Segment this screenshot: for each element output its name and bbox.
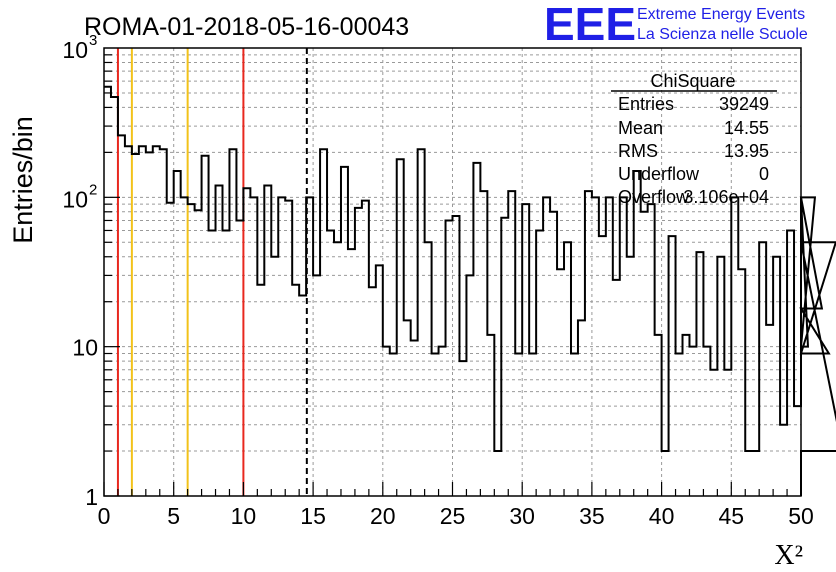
x-tick-label: 50 bbox=[788, 503, 814, 529]
stats-box: ChiSquare Entries 39249 Mean 14.55 RMS 1… bbox=[611, 71, 777, 207]
y-tick-label: 10 bbox=[62, 37, 88, 63]
y-tick-label: 1 bbox=[85, 484, 98, 510]
stats-value-underflow: 0 bbox=[759, 164, 769, 184]
x-tick-label: 15 bbox=[300, 503, 326, 529]
x-tick-label: 45 bbox=[719, 503, 745, 529]
eee-logo-letters: EEE bbox=[544, 0, 636, 50]
stats-value-rms: 13.95 bbox=[724, 141, 769, 161]
x-tick-label: 40 bbox=[649, 503, 675, 529]
y-tick-label: 10 bbox=[72, 335, 98, 361]
x-tick-label: 20 bbox=[370, 503, 396, 529]
logo-line-1: Extreme Energy Events bbox=[637, 6, 805, 23]
stats-label-entries: Entries bbox=[618, 94, 674, 114]
stats-value-overflow: 3.106e+04 bbox=[683, 187, 769, 207]
run-title: ROMA-01-2018-05-16-00043 bbox=[84, 13, 409, 41]
y-tick-label-exponent: 2 bbox=[89, 181, 97, 198]
histogram-step-line bbox=[104, 85, 836, 496]
logo-line-2: La Scienza nelle Scuole bbox=[637, 26, 808, 43]
stats-label-underflow: Underflow bbox=[618, 164, 700, 184]
x-tick-label: 0 bbox=[98, 503, 111, 529]
x-tick-label: 25 bbox=[440, 503, 466, 529]
stats-label-overflow: Overflow bbox=[618, 187, 690, 207]
grid-lines bbox=[104, 48, 801, 496]
y-axis-title: Entries/bin bbox=[8, 116, 38, 244]
reference-lines bbox=[116, 48, 308, 496]
stats-box-title: ChiSquare bbox=[650, 71, 735, 91]
y-tick-label: 10 bbox=[62, 186, 88, 212]
stats-label-mean: Mean bbox=[618, 118, 663, 138]
x-axis-title: X² bbox=[774, 540, 803, 571]
x-tick-label: 35 bbox=[579, 503, 605, 529]
x-tick-label: 30 bbox=[509, 503, 535, 529]
stats-value-mean: 14.55 bbox=[724, 118, 769, 138]
stats-label-rms: RMS bbox=[618, 141, 658, 161]
x-tick-label: 5 bbox=[167, 503, 180, 529]
axis-ticks bbox=[103, 54, 802, 497]
stats-value-entries: 39249 bbox=[719, 94, 769, 114]
x-tick-label: 10 bbox=[231, 503, 257, 529]
y-tick-label-exponent: 3 bbox=[89, 32, 97, 49]
